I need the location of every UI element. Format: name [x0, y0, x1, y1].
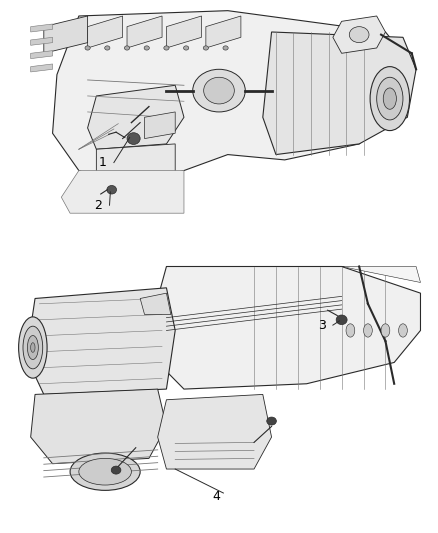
Polygon shape — [31, 51, 53, 59]
Polygon shape — [333, 16, 385, 53]
Polygon shape — [61, 171, 184, 213]
Ellipse shape — [364, 324, 372, 337]
Polygon shape — [88, 16, 123, 48]
Ellipse shape — [127, 133, 140, 144]
Ellipse shape — [111, 466, 121, 474]
Polygon shape — [263, 32, 416, 155]
Text: 4: 4 — [213, 490, 221, 503]
Ellipse shape — [27, 336, 39, 360]
Polygon shape — [31, 389, 166, 464]
Ellipse shape — [370, 67, 410, 131]
Polygon shape — [158, 266, 420, 389]
Ellipse shape — [381, 324, 390, 337]
Polygon shape — [31, 37, 53, 45]
Polygon shape — [140, 293, 171, 314]
Polygon shape — [158, 394, 272, 469]
Ellipse shape — [18, 317, 47, 378]
Ellipse shape — [399, 324, 407, 337]
Ellipse shape — [70, 453, 140, 490]
Ellipse shape — [23, 326, 42, 369]
Ellipse shape — [377, 77, 403, 120]
Polygon shape — [127, 16, 162, 48]
Ellipse shape — [336, 315, 347, 325]
Polygon shape — [166, 266, 420, 282]
Polygon shape — [96, 144, 175, 192]
Ellipse shape — [79, 458, 131, 485]
Ellipse shape — [124, 46, 130, 50]
Polygon shape — [145, 112, 175, 139]
Ellipse shape — [105, 46, 110, 50]
Ellipse shape — [107, 185, 117, 194]
Ellipse shape — [204, 77, 234, 104]
Ellipse shape — [203, 46, 208, 50]
Polygon shape — [31, 24, 53, 32]
Polygon shape — [166, 16, 201, 48]
Ellipse shape — [346, 324, 355, 337]
Ellipse shape — [184, 46, 189, 50]
Ellipse shape — [267, 417, 276, 425]
Ellipse shape — [85, 46, 90, 50]
Ellipse shape — [193, 69, 245, 112]
Text: 2: 2 — [95, 199, 102, 212]
Ellipse shape — [31, 343, 35, 352]
Polygon shape — [206, 16, 241, 48]
Text: 3: 3 — [318, 319, 326, 332]
Polygon shape — [53, 11, 412, 187]
Ellipse shape — [223, 46, 228, 50]
Polygon shape — [88, 85, 184, 149]
Polygon shape — [31, 64, 53, 72]
Text: 1: 1 — [99, 156, 107, 169]
Ellipse shape — [144, 46, 149, 50]
Ellipse shape — [164, 46, 169, 50]
Ellipse shape — [383, 88, 396, 109]
Ellipse shape — [349, 27, 369, 43]
Polygon shape — [44, 16, 88, 53]
Polygon shape — [26, 288, 175, 394]
